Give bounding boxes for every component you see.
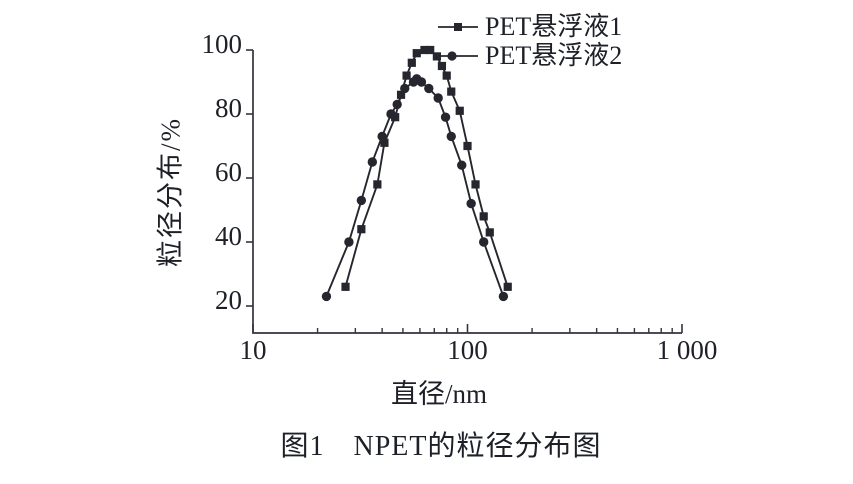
series-square-marker	[503, 282, 512, 291]
series-square-marker	[479, 212, 488, 221]
series-square-marker	[447, 87, 456, 96]
series-square-marker	[463, 141, 472, 151]
legend-label-pet-suspension-2: PET悬浮液2	[485, 41, 623, 70]
series-circle-marker	[367, 157, 378, 167]
y-axis-title: 粒径分布/%	[155, 117, 186, 267]
legend-label-pet-suspension-1: PET悬浮液1	[485, 12, 623, 41]
series-circle-marker	[400, 83, 410, 94]
y-tick-label: 80	[215, 93, 242, 123]
x-tick-label: 100	[447, 335, 488, 365]
series-circle-marker	[377, 131, 387, 142]
legend-item-pet-suspension-2: PET悬浮液2	[436, 42, 622, 70]
series-circle-marker	[466, 198, 476, 209]
series-square-marker	[380, 138, 389, 147]
series-circle-marker	[392, 99, 402, 110]
x-tick-label: 10	[240, 335, 267, 365]
x-axis-title: 直径/nm	[390, 379, 488, 409]
series-circle-marker	[416, 77, 427, 87]
series-square-marker	[402, 71, 411, 80]
figure-caption: 图1 NPET的粒径分布图	[280, 431, 602, 462]
series-circle-marker	[433, 93, 443, 103]
series-circle-marker	[479, 237, 489, 247]
series-circle-marker	[457, 160, 467, 170]
series-circle-marker	[440, 112, 451, 122]
legend: PET悬浮液1 PET悬浮液2	[436, 13, 622, 70]
series-square-marker	[455, 106, 464, 115]
series-circle-marker	[446, 131, 456, 142]
series-square-marker	[391, 113, 400, 122]
legend-item-pet-suspension-1: PET悬浮液1	[436, 13, 622, 41]
series-square-marker	[471, 180, 480, 189]
y-tick-label: 20	[215, 285, 242, 315]
circle-marker-icon	[438, 51, 478, 61]
series-square-marker	[442, 71, 451, 80]
y-tick-label: 60	[215, 157, 242, 187]
series-circle-marker	[498, 291, 509, 302]
series-square-marker	[437, 61, 447, 71]
series-square-marker	[357, 225, 366, 234]
series-square-marker	[485, 228, 494, 237]
y-tick-label: 100	[202, 29, 243, 59]
series-square-marker	[373, 180, 382, 189]
series-circle-marker	[356, 195, 367, 206]
series-square-marker	[407, 58, 416, 67]
series-square-marker	[426, 45, 435, 55]
series-square-marker	[412, 49, 421, 58]
series-square-marker	[420, 45, 429, 55]
series-circle-marker	[344, 237, 354, 247]
series-circle-marker	[424, 83, 434, 94]
series-circle-marker	[386, 109, 396, 119]
y-tick-label: 40	[215, 221, 242, 251]
x-tick-label: 1 000	[657, 335, 718, 365]
square-marker-icon	[438, 23, 478, 31]
series-circle-marker	[321, 291, 332, 302]
series-square-marker	[432, 52, 441, 61]
series-square-marker	[341, 282, 350, 291]
